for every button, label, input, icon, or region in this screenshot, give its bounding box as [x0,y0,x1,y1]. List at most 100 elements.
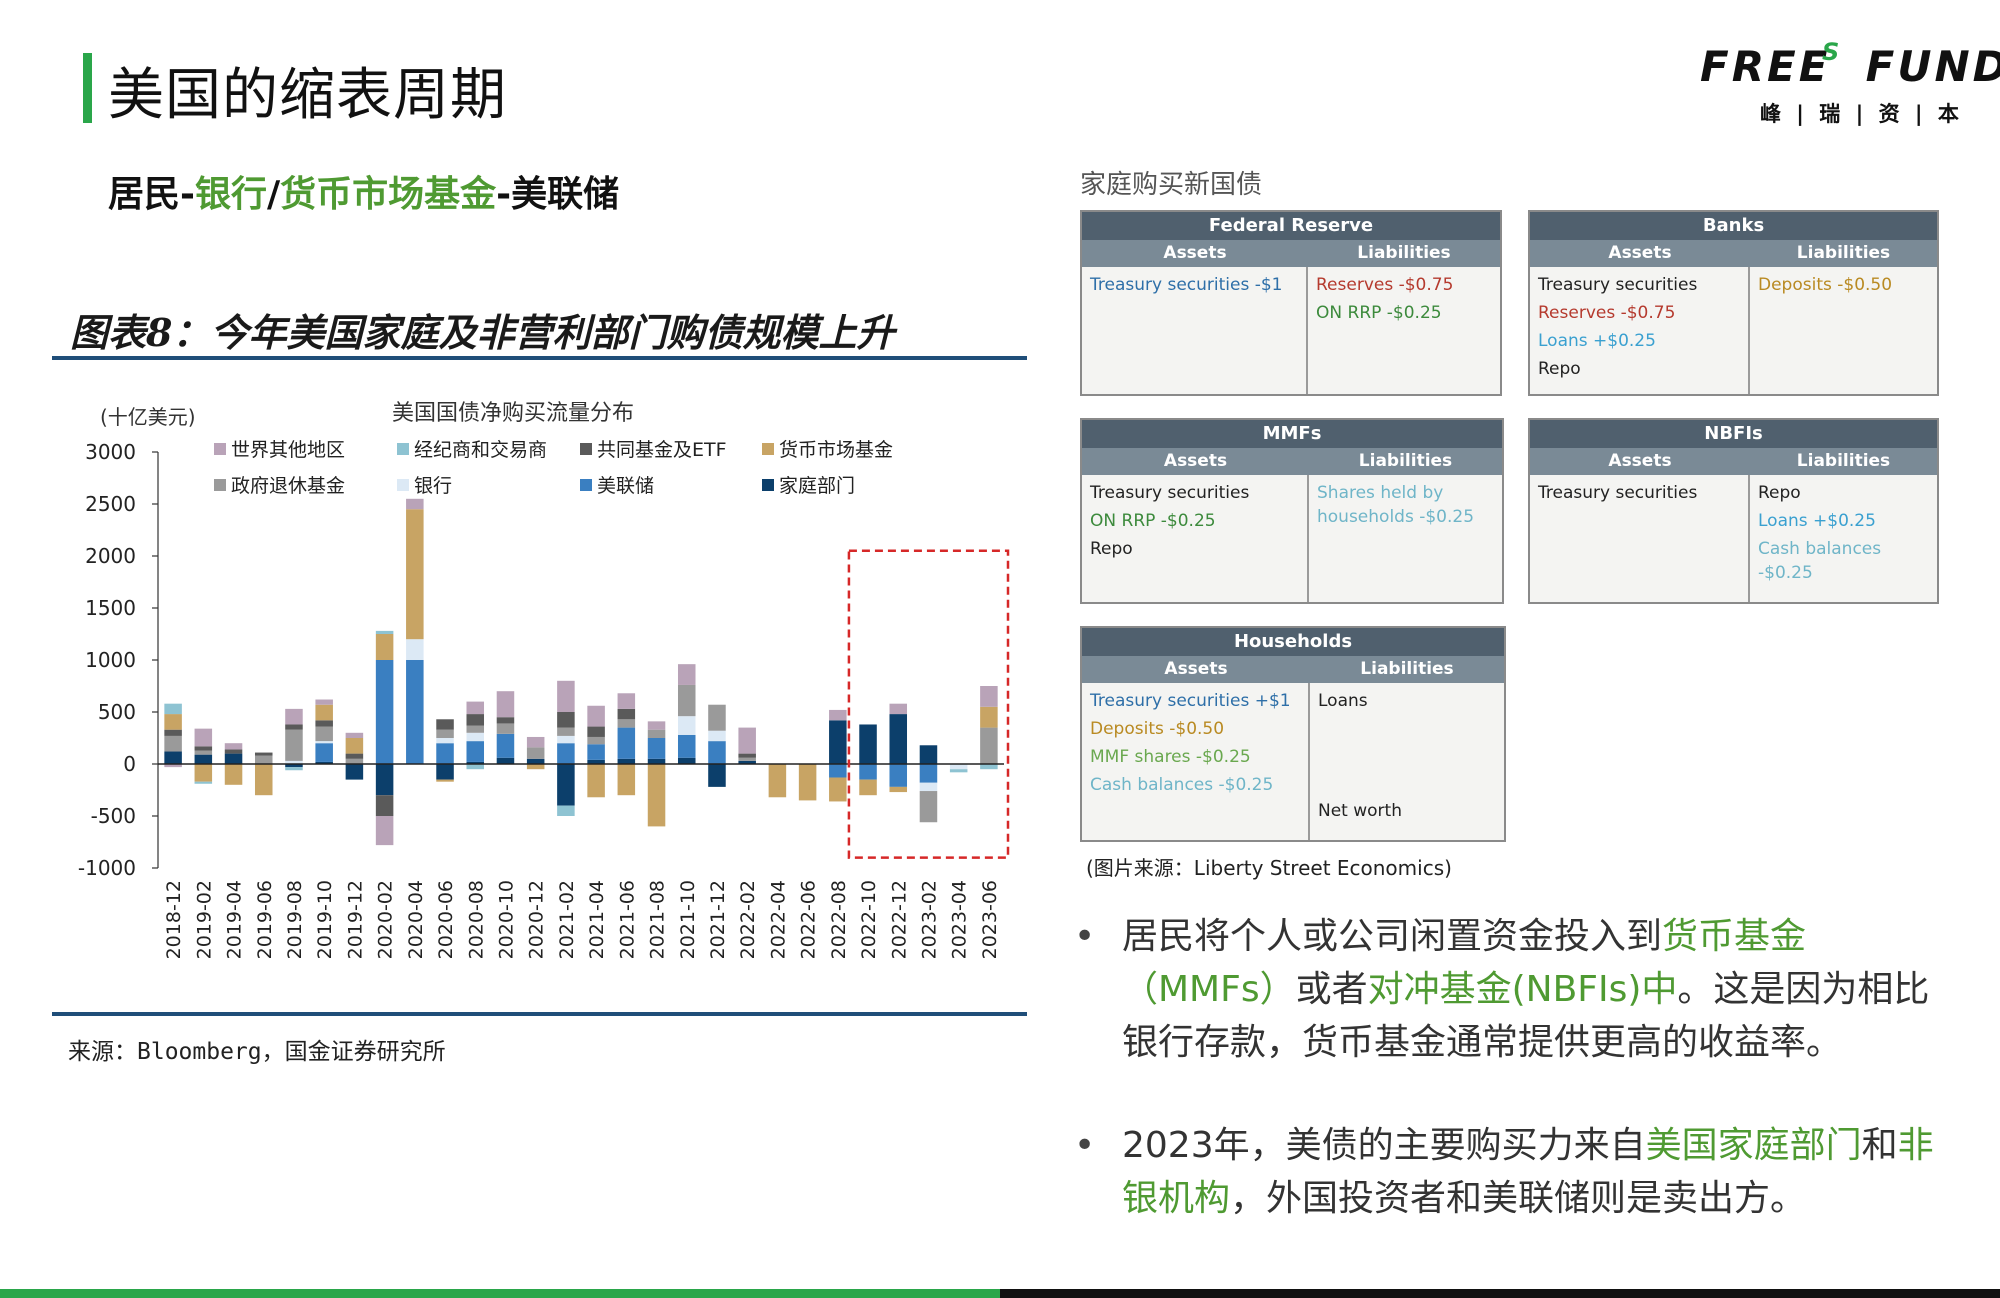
bs-assets-header: Assets [1163,451,1228,471]
bs-liabilities-column: Repo Loans +$0.25 Cash balances -$0.25 [1750,475,1937,602]
bar-segment [980,706,998,728]
bs-liabilities-header: Liabilities [1796,451,1891,471]
bar-segment [375,795,394,816]
bar-segment [345,753,364,759]
bar-segment [375,816,394,846]
figure-bottom-rule [52,1012,1027,1016]
bar-segment [406,660,424,764]
figure-title: 图表8：今年美国家庭及非营利部门购债规模上升 [70,310,895,355]
y-tick-label: 2500 [85,492,136,516]
bar-segment [466,701,485,715]
bar-segment [708,730,726,742]
bar-segment [587,726,605,737]
legend-swatch [214,479,226,491]
bar-segment [919,745,938,764]
logo-s-mark: S [1822,38,1840,66]
bs-title: Households [1082,628,1504,656]
bs-assets-header: Assets [1608,451,1672,471]
legend-swatch [580,479,592,491]
bar-segment [285,729,303,761]
logo-subtitle: 峰 | 瑞 | 资 | 本 [1760,102,1963,126]
bar-segment [466,725,485,733]
bar-segment [406,498,424,510]
bar-segment [859,764,877,780]
bs-entry: MMF shares -$0.25 [1090,747,1251,767]
bar-segment [617,727,636,759]
bar-segment [194,750,213,755]
bs-assets-column: Treasury securities Reserves -$0.75 Loans … [1530,267,1750,394]
bar-segment [617,719,636,728]
bar-segment [496,717,515,724]
bs-assets-header: Assets [1164,659,1228,679]
bar-segment [315,743,333,762]
bs-entry: ON RRP -$0.25 [1316,303,1442,323]
x-tick-label: 2019-10 [314,880,336,959]
bs-entry: Loans +$0.25 [1758,511,1876,531]
x-tick-label: 2022-10 [858,880,880,959]
bar-segment [436,738,454,744]
logo: FREE FUND S 峰 | 瑞 | 资 | 本 [1700,38,2000,132]
bs-assets-column: Treasury securities ON RRP -$0.25 Repo [1082,475,1309,602]
y-tick-label: -1000 [78,856,136,880]
x-tick-label: 2019-04 [224,880,246,959]
bs-assets-header: Assets [1163,243,1227,263]
bar-segment [980,686,998,707]
bar-segment [557,727,575,736]
x-tick-label: 2022-06 [798,880,820,959]
bs-entry: Deposits -$0.50 [1090,719,1225,739]
legend-swatch [762,479,774,491]
y-tick-label: 500 [98,700,136,724]
bs-entry: Deposits -$0.50 [1758,275,1893,295]
x-tick-label: 2019-08 [284,880,306,959]
legend-swatch [397,443,409,455]
legend-label: 经纪商和交易商 [414,439,547,461]
y-axis: 3000 2500 2000 1500 1000 500 0 -500 -1000 [78,440,159,880]
bar-segment [164,751,182,764]
bar-segment [557,743,575,764]
bar-segment [889,714,908,764]
bs-column-headers: Assets Liabilities [1530,448,1937,475]
bar-segment [587,764,605,798]
bar-segment [708,764,726,787]
bar-segment [677,716,696,735]
bar-segment [647,729,666,738]
bs-entry: Repo [1090,539,1133,559]
x-tick-label: 2023-06 [979,880,1001,959]
bar-segment [436,764,454,780]
bar-segment [285,764,303,768]
bs-liabilities-header: Liabilities [1357,243,1451,263]
bs-entry: Loans [1318,691,1368,711]
bar-segment [315,726,333,742]
bs-entry: Cash balances -$0.25 [1758,539,1882,583]
bar-segment [254,764,273,796]
bar-segment [859,724,877,764]
bar-segment [436,743,454,764]
y-tick-label: 2000 [85,544,136,568]
legend-label: 银行 [414,475,452,497]
bullet-dot: • [1074,1125,1096,1166]
bar-segment [526,736,545,748]
x-tick-label: 2020-10 [495,880,517,959]
x-tick-label: 2021-04 [586,880,608,959]
bs-entry: Cash balances -$0.25 [1090,775,1274,795]
bar-segment [436,779,454,782]
bs-title: Federal Reserve [1082,212,1500,240]
bar-segment [919,782,938,792]
bar-segment [889,703,908,715]
bar-segment [738,727,756,754]
bar-segment [224,743,243,750]
bs-liabilities-column: Loans Net worth [1310,683,1504,840]
bar-segment [375,634,394,660]
bar-segment [496,757,515,764]
title-accent-bar [83,53,92,123]
bs-liabilities-column: Reserves -$0.75 ON RRP -$0.25 [1308,267,1500,394]
y-tick-label: 1000 [85,648,136,672]
bar-segment [587,744,605,760]
x-tick-label: 2019-02 [193,880,215,959]
x-tick-label: 2020-08 [465,880,487,959]
bar-segment [496,723,515,734]
bar-segment [587,759,605,764]
bar-segment [829,777,847,802]
bar-segment [315,704,333,721]
